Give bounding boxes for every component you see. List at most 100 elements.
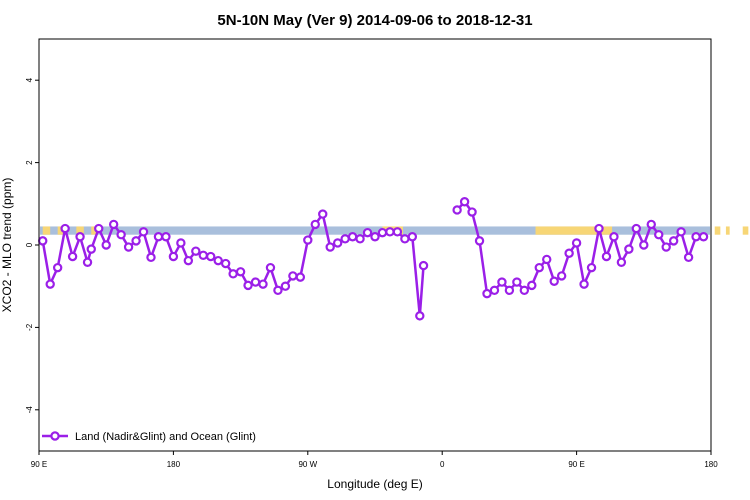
data-point xyxy=(243,280,253,291)
data-point xyxy=(676,227,686,237)
data-point xyxy=(138,227,149,237)
data-point xyxy=(646,219,656,230)
data-point xyxy=(183,255,194,266)
land-band-segment xyxy=(742,226,749,235)
series-line xyxy=(456,200,704,295)
data-point xyxy=(101,240,111,250)
data-point xyxy=(668,236,679,246)
data-point xyxy=(452,205,462,215)
x-tick-label: 90 E xyxy=(568,460,584,469)
data-point xyxy=(418,260,429,271)
data-point xyxy=(213,255,223,266)
data-point xyxy=(601,251,612,262)
data-point xyxy=(639,240,649,250)
data-point xyxy=(332,238,343,248)
y-tick-label: -4 xyxy=(25,406,34,414)
data-point xyxy=(624,244,634,254)
data-point xyxy=(683,252,694,263)
data-point xyxy=(631,223,642,234)
data-point xyxy=(198,250,208,260)
data-point xyxy=(609,232,619,242)
data-point xyxy=(579,279,589,289)
data-point xyxy=(280,281,291,291)
data-point xyxy=(153,232,164,242)
data-point xyxy=(318,209,328,219)
data-point xyxy=(385,227,395,237)
series-layer xyxy=(38,197,709,321)
data-point xyxy=(60,223,70,234)
y-tick-label: 4 xyxy=(25,77,34,82)
data-point xyxy=(407,232,418,242)
data-point xyxy=(571,238,582,248)
data-point xyxy=(534,262,544,273)
data-point xyxy=(235,267,246,277)
data-point xyxy=(108,219,119,230)
data-point xyxy=(504,285,515,296)
x-tick-label: 180 xyxy=(167,460,181,469)
data-point xyxy=(698,232,709,242)
data-point xyxy=(273,285,283,296)
data-point xyxy=(370,232,380,242)
data-point xyxy=(497,277,507,287)
data-point xyxy=(512,277,522,287)
data-point xyxy=(549,276,559,286)
data-point xyxy=(303,235,313,245)
data-point xyxy=(52,262,63,273)
data-point xyxy=(527,280,537,291)
data-point xyxy=(661,242,671,252)
data-point xyxy=(176,238,186,248)
data-point xyxy=(616,257,627,268)
data-point xyxy=(325,242,335,252)
data-point xyxy=(75,232,85,242)
data-point xyxy=(654,229,664,240)
ocean-band xyxy=(40,226,710,235)
data-point xyxy=(168,251,179,262)
data-point xyxy=(228,269,238,279)
data-point xyxy=(265,262,276,273)
legend-marker xyxy=(50,431,60,441)
land-band-segment xyxy=(42,226,51,235)
data-point xyxy=(347,232,358,242)
data-point xyxy=(38,236,48,246)
data-point xyxy=(86,244,96,254)
data-point xyxy=(482,288,492,299)
data-point xyxy=(220,258,231,269)
data-point xyxy=(489,285,500,296)
land-band-segment xyxy=(535,226,613,235)
chart-title: 5N-10N May (Ver 9) 2014-09-06 to 2018-12… xyxy=(217,12,532,29)
data-point xyxy=(594,223,604,234)
data-point xyxy=(295,272,306,282)
data-point xyxy=(258,279,268,289)
data-point xyxy=(116,229,126,240)
data-point xyxy=(519,285,530,296)
x-tick-label: 90 W xyxy=(298,460,317,469)
data-point xyxy=(288,271,298,281)
data-point xyxy=(467,207,477,217)
data-point xyxy=(400,234,410,244)
data-point xyxy=(556,271,567,281)
data-point xyxy=(146,252,156,263)
y-axis-label: XCO2 - MLO trend (ppm) xyxy=(0,178,14,313)
data-point xyxy=(45,279,55,289)
x-axis-label: Longitude (deg E) xyxy=(327,477,422,491)
data-point xyxy=(474,236,485,246)
data-point xyxy=(206,251,216,262)
y-tick-label: 0 xyxy=(25,242,34,247)
legend: Land (Nadir&Glint) and Ocean (Glint) xyxy=(42,431,256,443)
x-tick-label: 180 xyxy=(704,460,718,469)
axes: 90 E 180 90 W 0 90 E 180 4 2 0 -2 -4 xyxy=(25,38,718,469)
data-point xyxy=(542,254,552,265)
y-tick-label: -2 xyxy=(25,323,34,331)
data-point xyxy=(310,219,320,230)
legend-label: Land (Nadir&Glint) and Ocean (Glint) xyxy=(75,431,256,443)
data-point xyxy=(123,242,134,252)
data-point xyxy=(377,227,388,238)
data-point xyxy=(340,234,350,244)
land-band-segment xyxy=(714,226,721,235)
land-band-segment xyxy=(91,226,97,235)
data-point xyxy=(250,277,261,287)
data-point xyxy=(415,311,425,321)
data-point xyxy=(459,197,470,207)
